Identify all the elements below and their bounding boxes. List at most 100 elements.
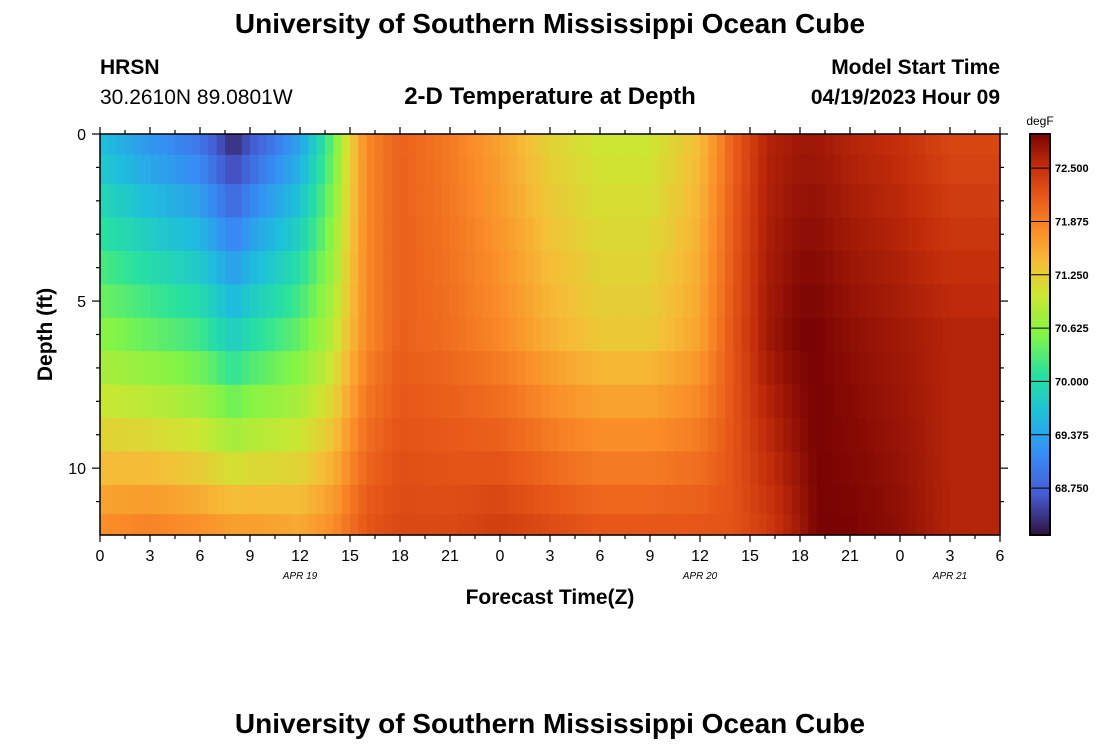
heatmap-cell (291, 317, 301, 352)
heatmap-cell (300, 451, 309, 486)
model-start-time: 04/19/2023 Hour 09 (810, 86, 1000, 109)
heatmap-cell (175, 451, 184, 486)
colorbar-tick-label: 69.375 (1055, 430, 1089, 442)
heatmap-cell (600, 154, 609, 185)
heatmap-cell (575, 284, 584, 319)
heatmap-cell (816, 217, 826, 252)
heatmap-cell (891, 284, 901, 319)
heatmap-cell (291, 250, 301, 285)
heatmap-cell (708, 184, 718, 219)
heatmap-cell (333, 154, 343, 185)
heatmap-cell (483, 284, 493, 319)
heatmap-cell (583, 184, 593, 219)
heatmap-cell (883, 134, 893, 156)
heatmap-cell (533, 451, 543, 486)
heatmap-cell (716, 317, 726, 352)
colorbar (1029, 133, 1051, 536)
heatmap-cell (850, 514, 859, 536)
heatmap-cell (908, 284, 918, 319)
heatmap-cell (450, 284, 459, 319)
heatmap-cell (766, 217, 776, 252)
heatmap-cell (983, 317, 993, 352)
heatmap-cell (500, 250, 509, 285)
heatmap-cell (875, 351, 884, 386)
heatmap-cell (775, 418, 784, 453)
heatmap-cell (958, 284, 968, 319)
heatmap-cell (741, 134, 751, 156)
heatmap-cell (983, 184, 993, 219)
heatmap-cell (183, 317, 193, 352)
heatmap-cell (841, 284, 851, 319)
heatmap-cell (391, 451, 401, 486)
heatmap-cell (975, 351, 984, 386)
heatmap-cell (666, 384, 676, 419)
heatmap-cell (291, 451, 301, 486)
heatmap-cell (233, 250, 243, 285)
heatmap-cell (400, 217, 409, 252)
heatmap-cell (358, 184, 368, 219)
heatmap-cell (841, 384, 851, 419)
heatmap-cell (358, 351, 368, 386)
heatmap-cell (750, 134, 759, 156)
x-tick-label: 9 (246, 548, 255, 565)
heatmap-cell (491, 184, 501, 219)
heatmap-cell (866, 134, 876, 156)
heatmap-cell (166, 451, 176, 486)
heatmap-cell (691, 217, 701, 252)
heatmap-cell (650, 250, 659, 285)
heatmap-cell (816, 184, 826, 219)
heatmap-cell (166, 351, 176, 386)
heatmap-cell (633, 284, 643, 319)
heatmap-cell (241, 451, 251, 486)
heatmap-cell (841, 351, 851, 386)
heatmap-cell (641, 418, 651, 453)
heatmap-cell (408, 217, 418, 252)
heatmap-cell (475, 484, 484, 515)
heatmap-cell (225, 317, 234, 352)
heatmap-cell (375, 451, 384, 486)
heatmap-cell (950, 384, 959, 419)
heatmap-cell (591, 384, 601, 419)
heatmap-cell (400, 250, 409, 285)
heatmap-cell (425, 134, 434, 156)
heatmap-cell (300, 351, 309, 386)
heatmap-cell (525, 514, 534, 536)
heatmap-cell (641, 134, 651, 156)
heatmap-cell (825, 451, 834, 486)
heatmap-cell (933, 418, 943, 453)
heatmap-cell (600, 134, 609, 156)
heatmap-cell (541, 250, 551, 285)
heatmap-cell (575, 317, 584, 352)
heatmap-cell (391, 134, 401, 156)
heatmap-cell (625, 250, 634, 285)
heatmap-cell (575, 184, 584, 219)
heatmap-cell (250, 217, 259, 252)
heatmap-cell (166, 134, 176, 156)
heatmap-cell (650, 384, 659, 419)
heatmap-cell (766, 418, 776, 453)
heatmap-cell (466, 134, 476, 156)
heatmap-cell (200, 514, 209, 536)
heatmap-cell (766, 451, 776, 486)
heatmap-cell (791, 184, 801, 219)
heatmap-cell (525, 154, 534, 185)
heatmap-cell (891, 351, 901, 386)
heatmap-cell (333, 514, 343, 536)
heatmap-cell (333, 384, 343, 419)
heatmap-cell (258, 317, 268, 352)
heatmap-cell (241, 134, 251, 156)
heatmap-cell (858, 284, 868, 319)
heatmap-cell (716, 418, 726, 453)
heatmap-cell (225, 284, 234, 319)
heatmap-cell (625, 418, 634, 453)
heatmap-cell (383, 451, 393, 486)
heatmap-cell (175, 514, 184, 536)
heatmap-cell (833, 217, 843, 252)
heatmap-cell (491, 154, 501, 185)
heatmap-cell (658, 284, 668, 319)
heatmap-cell (891, 418, 901, 453)
heatmap-cell (800, 351, 809, 386)
heatmap-cell (266, 451, 276, 486)
heatmap-cell (466, 451, 476, 486)
heatmap-cell (533, 154, 543, 185)
